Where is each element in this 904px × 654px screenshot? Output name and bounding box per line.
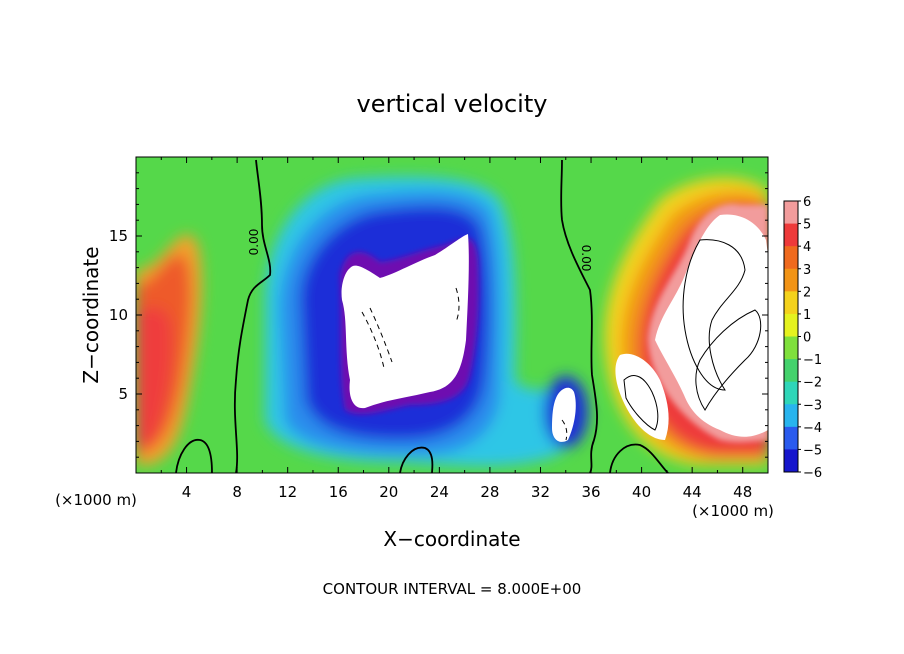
colorbar-label: −1 (803, 353, 822, 368)
contour-label-right: 0.00 (579, 245, 593, 272)
colorbar-band (784, 426, 798, 450)
small-core (552, 387, 576, 442)
colorbar-band (784, 291, 798, 315)
contour-labels: 0.00 0.00 (247, 229, 593, 272)
x-tick-label: 44 (683, 483, 702, 501)
contour-label-left: 0.00 (247, 229, 261, 256)
colorbar-label: 3 (803, 263, 811, 278)
contour-interval-note: CONTOUR INTERVAL = 8.000E+00 (323, 580, 582, 598)
colorbar-band (784, 381, 798, 405)
x-tick-label: 40 (632, 483, 651, 501)
y-axis: 5 10 15 (109, 172, 768, 458)
x-tick-label: 48 (733, 483, 752, 501)
x-axis: 4 8 12 16 20 24 28 32 36 40 44 48 (160, 157, 752, 501)
colorbar-band (784, 359, 798, 383)
colorbar-label: −5 (803, 443, 822, 458)
colorbar-band (784, 223, 798, 247)
x-tick-label: 16 (329, 483, 348, 501)
y-axis-title: Z−coordinate (79, 246, 103, 383)
colorbar-label: 1 (803, 308, 811, 323)
x-axis-title: X−coordinate (383, 527, 520, 551)
x-tick-label: 36 (581, 483, 600, 501)
x-tick-label: 24 (430, 483, 449, 501)
colorbar-label: −6 (803, 466, 822, 481)
colorbar-label: 2 (803, 285, 811, 300)
colorbar-label: 0 (803, 331, 811, 346)
x-tick-label: 28 (480, 483, 499, 501)
colorbar-band (784, 449, 798, 473)
colorbar-band (784, 313, 798, 337)
x-tick-label: 32 (531, 483, 550, 501)
heatmap-field: 0.00 0.00 (136, 157, 768, 473)
colorbar-label: −4 (803, 421, 822, 436)
colorbar-band (784, 268, 798, 292)
x-tick-label: 8 (232, 483, 242, 501)
colorbar-label: −3 (803, 398, 822, 413)
x-unit-label: (×1000 m) (692, 502, 774, 520)
colorbar-band (784, 404, 798, 428)
x-tick-label: 12 (278, 483, 297, 501)
x-tick-label: 20 (379, 483, 398, 501)
colorbar: 6 5 4 3 2 1 0 −1 −2 −3 −4 −5 −6 (783, 195, 822, 481)
colorbar-label: −2 (803, 376, 822, 391)
colorbar-band (784, 336, 798, 360)
x-tick-label: 4 (182, 483, 192, 501)
y-tick-label: 10 (109, 306, 128, 324)
colorbar-label: 6 (803, 195, 811, 210)
colorbar-label: 5 (803, 218, 811, 233)
central-core (341, 234, 469, 409)
y-unit-label: (×1000 m) (55, 491, 137, 509)
right-core (655, 214, 768, 437)
y-tick-label: 15 (109, 227, 128, 245)
colorbar-label: 4 (803, 240, 811, 255)
colorbar-band (784, 246, 798, 270)
colorbar-band (784, 201, 798, 225)
chart-title: vertical velocity (357, 90, 548, 118)
y-tick-label: 5 (118, 385, 128, 403)
